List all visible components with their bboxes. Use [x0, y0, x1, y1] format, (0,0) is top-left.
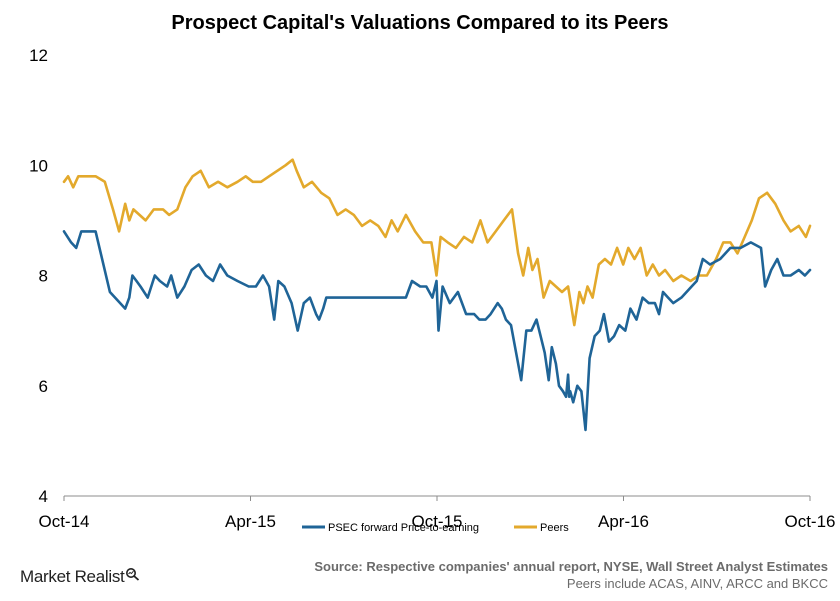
x-tick-label: Oct-14	[38, 512, 89, 531]
x-axis: Oct-14 Apr-15 Oct-15 Apr-16 Oct-16	[38, 496, 836, 531]
x-tick-label: Apr-15	[225, 512, 276, 531]
brand-name: Market Realist	[20, 567, 125, 586]
peers-note: Peers include ACAS, AINV, ARCC and BKCC	[566, 576, 828, 591]
y-tick-label: 6	[39, 377, 48, 396]
series-line-peers	[62, 158, 812, 327]
y-tick-label: 4	[39, 487, 48, 506]
y-axis: 4 6 8 10 12	[29, 46, 48, 506]
x-tick-label: Oct-16	[784, 512, 835, 531]
chart-title: Prospect Capital's Valuations Compared t…	[171, 12, 668, 34]
brand-logo: Market Realist	[20, 567, 141, 587]
footer: Market Realist Source: Respective compan…	[0, 541, 840, 601]
source-note: Source: Respective companies' annual rep…	[314, 559, 828, 574]
legend: PSEC forward Price-to-earning Peers	[302, 522, 569, 534]
y-tick-label: 8	[39, 267, 48, 286]
series-layer	[62, 158, 812, 432]
x-tick-label: Oct-15	[411, 512, 462, 531]
legend-label: PSEC forward Price-to-earning	[328, 522, 479, 534]
y-tick-label: 12	[29, 46, 48, 65]
series-line-psec	[62, 230, 812, 432]
legend-label: Peers	[540, 522, 569, 534]
line-chart: Prospect Capital's Valuations Compared t…	[29, 12, 836, 534]
x-tick-label: Apr-16	[598, 512, 649, 531]
y-tick-label: 10	[29, 156, 48, 175]
magnifier-icon	[126, 568, 140, 581]
